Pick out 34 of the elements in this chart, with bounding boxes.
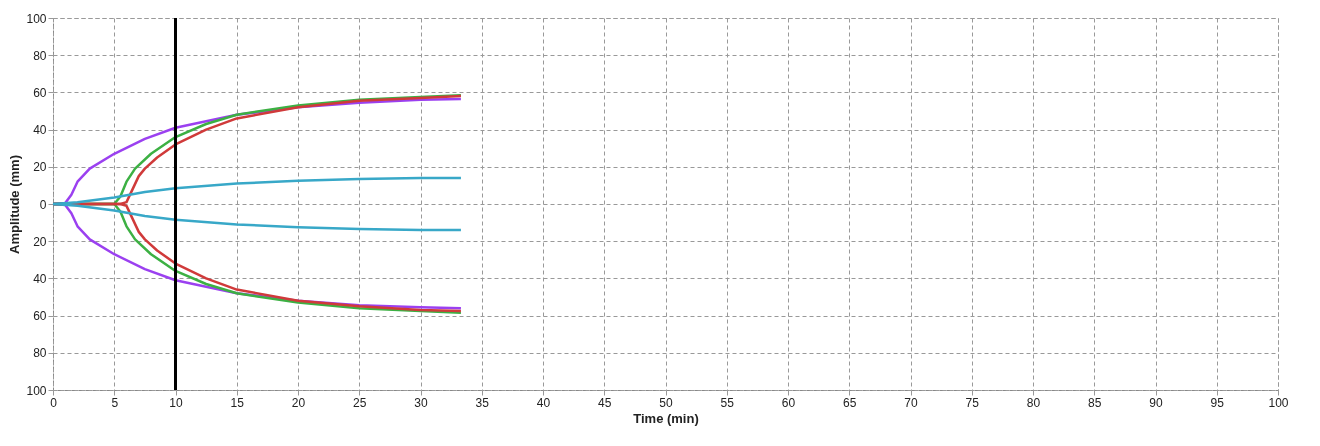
- y-tick-label: 80: [33, 48, 47, 63]
- x-tick-label: 60: [781, 395, 796, 410]
- y-tick-label: 60: [33, 309, 47, 324]
- y-tick-label: 80: [33, 346, 47, 361]
- x-tick-label: 50: [659, 395, 673, 410]
- y-tick-label: 40: [33, 123, 47, 138]
- x-tick-label: 65: [843, 395, 857, 410]
- x-axis-title: Time (min): [633, 410, 699, 426]
- y-tick-label: 100: [26, 383, 47, 398]
- x-tick-label: 10: [169, 395, 183, 410]
- y-tick-label: 40: [33, 271, 47, 286]
- x-tick-label: 80: [1026, 395, 1041, 410]
- x-tick-label: 5: [111, 395, 119, 410]
- y-tick-label: 60: [33, 85, 47, 100]
- x-tick-label: 55: [720, 395, 735, 410]
- x-tick-label: 35: [475, 395, 490, 410]
- x-tick-label: 95: [1210, 395, 1225, 410]
- x-tick-label: 75: [965, 395, 980, 410]
- x-tick-label: 90: [1149, 395, 1163, 410]
- x-tick-label: 15: [230, 395, 245, 410]
- y-axis-title: Amplitude (mm): [7, 155, 23, 254]
- x-tick-label: 20: [291, 395, 306, 410]
- x-tick-label: 30: [414, 395, 428, 410]
- x-tick-label: 0: [50, 395, 58, 410]
- x-tick-label: 100: [1268, 395, 1289, 410]
- x-tick-label: 70: [904, 395, 918, 410]
- y-tick-label: 20: [33, 160, 47, 175]
- x-tick-label: 40: [536, 395, 551, 410]
- x-tick-label: 25: [353, 395, 367, 410]
- y-tick-label: 20: [33, 234, 47, 249]
- x-tick-label: 85: [1088, 395, 1102, 410]
- y-tick-label: 100: [26, 11, 47, 26]
- y-tick-label: 0: [39, 197, 47, 212]
- x-tick-label: 45: [598, 395, 612, 410]
